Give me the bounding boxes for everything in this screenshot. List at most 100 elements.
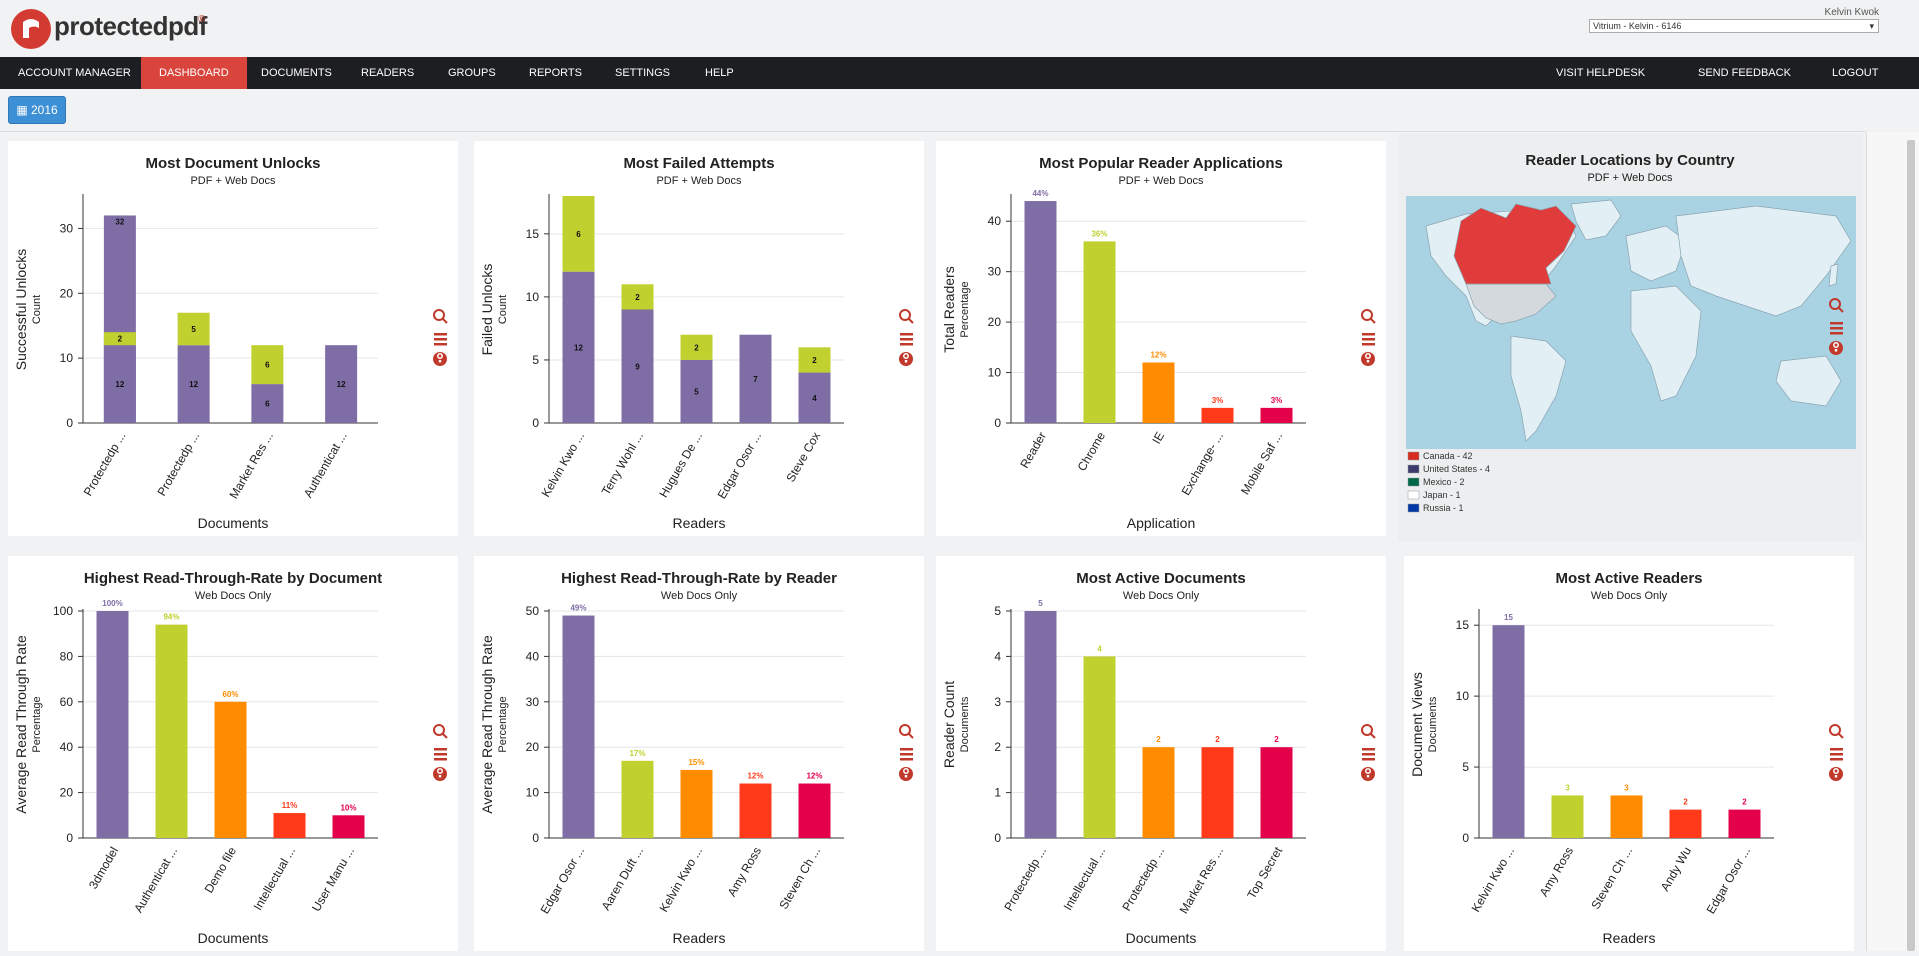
- y-tick-label: 2: [994, 740, 1001, 754]
- value-label: 94%: [163, 613, 179, 622]
- bar: [1142, 362, 1175, 423]
- icon-shape: [1361, 767, 1375, 781]
- icon-shape: [434, 758, 447, 761]
- zoom-icon[interactable]: [899, 724, 914, 739]
- chart: Most Active Documents Web Docs Only Reader…: [941, 570, 1376, 946]
- nav-item[interactable]: LOGOUT: [1832, 67, 1879, 79]
- nav-item[interactable]: REPORTS: [529, 67, 582, 79]
- year-button[interactable]: ▦ 2016: [8, 96, 66, 124]
- bar: [1024, 611, 1057, 838]
- menu-icon[interactable]: [900, 748, 913, 761]
- icon-shape: [434, 748, 447, 751]
- x-tick-label: Mobile Saf ...: [1238, 430, 1285, 498]
- y-tick-label: 15: [1456, 618, 1470, 632]
- chart-title: Most Document Unlocks: [145, 155, 320, 172]
- menu-icon[interactable]: [1362, 748, 1375, 761]
- nav-item[interactable]: VISIT HELPDESK: [1556, 67, 1646, 79]
- help-icon[interactable]: [899, 352, 913, 366]
- zoom-icon[interactable]: [433, 724, 448, 739]
- zoom-icon[interactable]: [1361, 309, 1376, 324]
- map-panel: Reader Locations by Country PDF + Web Doc…: [1398, 134, 1863, 541]
- bar: [1024, 201, 1057, 423]
- bar: [1083, 241, 1116, 423]
- help-icon[interactable]: [433, 767, 447, 781]
- nav-item[interactable]: READERS: [361, 67, 415, 79]
- value-label: 6: [265, 361, 270, 370]
- y-tick-label: 0: [532, 831, 539, 845]
- value-label: 100%: [102, 599, 122, 608]
- y-tick-label: 20: [60, 786, 74, 800]
- nav-item[interactable]: ACCOUNT MANAGER: [18, 67, 131, 79]
- bar: [1551, 795, 1584, 838]
- zoom-icon[interactable]: [1361, 724, 1376, 739]
- bar: [739, 783, 772, 838]
- icon-shape: [899, 352, 913, 366]
- help-icon[interactable]: [433, 352, 447, 366]
- x-tick-label: Top Secret: [1244, 844, 1285, 901]
- y-tick-label: 0: [994, 416, 1001, 430]
- chart: Most Failed Attempts PDF + Web Docs Failed…: [479, 155, 914, 531]
- bar-segment: [251, 384, 284, 423]
- y-tick-label: 10: [988, 366, 1002, 380]
- zoom-icon[interactable]: [433, 309, 448, 324]
- scroll-thumb[interactable]: [1907, 140, 1915, 951]
- y-tick-label: 40: [60, 740, 74, 754]
- legend-flag: [1407, 503, 1420, 513]
- chart-panel: Most Active Readers Web Docs Only Document…: [1404, 556, 1854, 951]
- icon-shape: [1829, 298, 1841, 310]
- y-tick-label: 60: [60, 695, 74, 709]
- icon-shape: [434, 338, 447, 341]
- icon-shape: [1362, 333, 1375, 336]
- x-tick-label: IE: [1149, 430, 1167, 447]
- zoom-icon[interactable]: [899, 309, 914, 324]
- menu-icon[interactable]: [1362, 333, 1375, 346]
- value-label: 12%: [806, 772, 822, 781]
- x-tick-label: Amy Ross: [1537, 845, 1576, 899]
- canada: [1453, 203, 1577, 285]
- value-label: 5: [694, 387, 699, 396]
- y-tick-label: 4: [994, 649, 1001, 663]
- nav-item[interactable]: HELP: [705, 67, 734, 79]
- y-axis-title: Average Read Through Rate: [479, 635, 495, 814]
- y-axis-subtitle: Count: [31, 295, 43, 324]
- icon-shape: [433, 767, 447, 781]
- menu-icon[interactable]: [434, 748, 447, 761]
- bar-segment: [562, 271, 595, 423]
- zoom-icon[interactable]: [1829, 724, 1844, 739]
- chart-subtitle: PDF + Web Docs: [1118, 175, 1204, 187]
- logo: protectedpdf: [54, 11, 207, 41]
- x-tick-label: Market Res ...: [1177, 845, 1226, 917]
- icon-shape: [899, 767, 913, 781]
- icon-shape: [908, 733, 914, 739]
- value-label: 10%: [340, 803, 356, 812]
- x-tick-label: Protectedp ...: [154, 430, 202, 499]
- nav-item[interactable]: GROUPS: [448, 67, 496, 79]
- menu-icon[interactable]: [434, 333, 447, 346]
- separator: [0, 131, 1866, 132]
- value-label: 4: [812, 394, 817, 403]
- nav-item[interactable]: DASHBOARD: [141, 57, 247, 89]
- south-america: [1510, 335, 1567, 442]
- header: protectedpdf ® Kelvin Kwok Vitrium - Kel…: [0, 0, 1919, 57]
- account-select[interactable]: Vitrium - Kelvin - 6146: [1589, 19, 1879, 33]
- nav-item[interactable]: SETTINGS: [615, 67, 671, 79]
- map-chart: Reader Locations by Country PDF + Web Doc…: [1406, 152, 1856, 513]
- help-icon[interactable]: [1829, 341, 1843, 355]
- nav-item[interactable]: SEND FEEDBACK: [1698, 67, 1791, 79]
- zoom-icon[interactable]: [1829, 298, 1844, 313]
- nav-item[interactable]: DOCUMENTS: [261, 67, 332, 79]
- menu-icon[interactable]: [1830, 748, 1843, 761]
- help-icon[interactable]: [1829, 767, 1843, 781]
- chart-title: Highest Read-Through-Rate by Document: [84, 570, 382, 587]
- value-label: 3: [1624, 783, 1629, 792]
- help-icon[interactable]: [899, 767, 913, 781]
- help-icon[interactable]: [1361, 352, 1375, 366]
- menu-icon[interactable]: [1830, 322, 1843, 335]
- x-tick-label: Reader: [1017, 429, 1049, 470]
- help-icon[interactable]: [1361, 767, 1375, 781]
- chart-panel: Highest Read-Through-Rate by Document Web…: [8, 556, 458, 951]
- icon-shape: [1365, 768, 1371, 774]
- y-tick-label: 20: [60, 286, 74, 300]
- icon-shape: [1838, 307, 1844, 313]
- menu-icon[interactable]: [900, 333, 913, 346]
